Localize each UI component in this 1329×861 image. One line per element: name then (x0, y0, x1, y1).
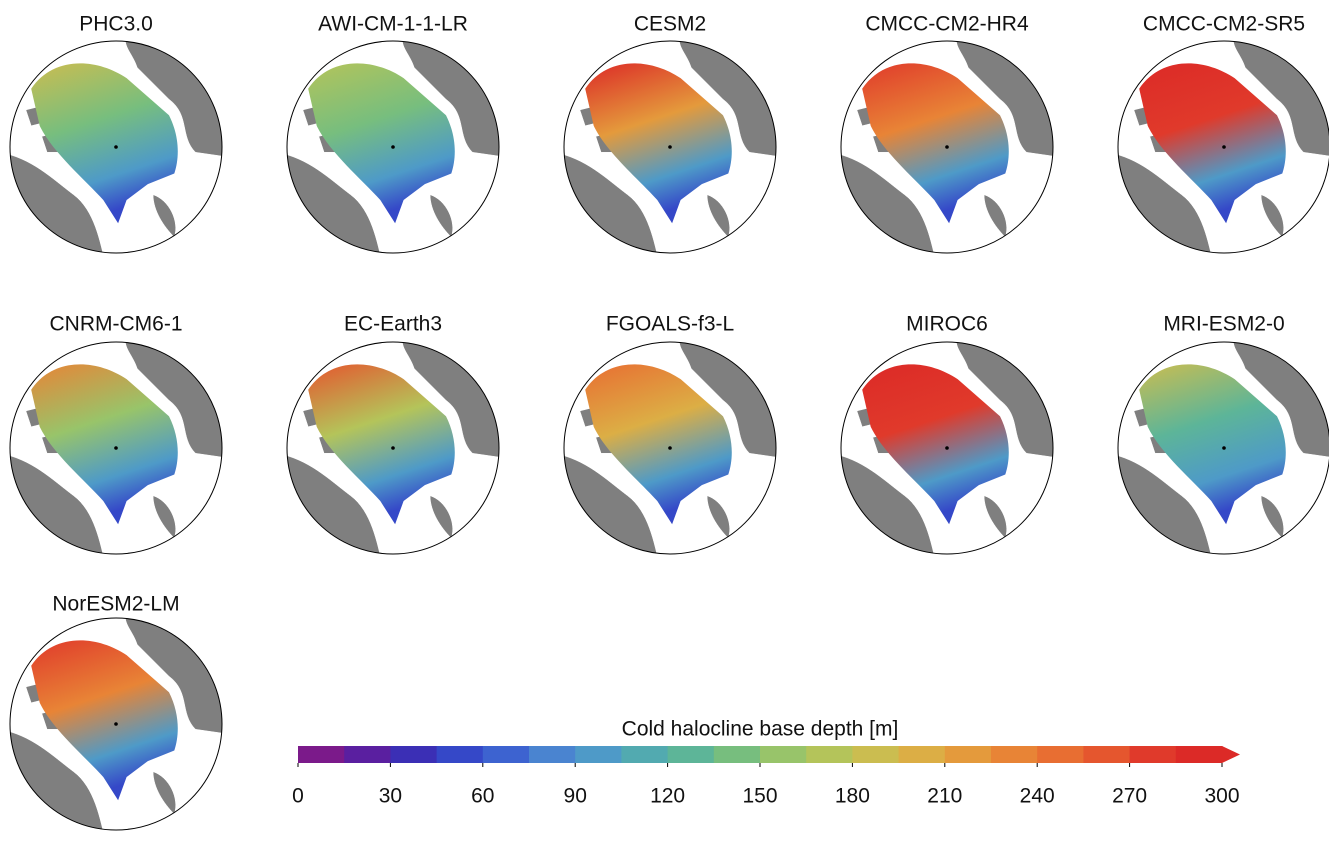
map-panel (841, 41, 1053, 253)
pole (668, 446, 672, 450)
map-frame (9, 341, 223, 555)
colorbar-tick-label: 240 (1020, 785, 1055, 808)
ocean-field (1139, 63, 1286, 224)
panel-title: NorESM2-LM (52, 593, 179, 616)
colorbar-tick-label: 60 (471, 785, 494, 808)
panel-title: CESM2 (634, 13, 706, 36)
colorbar-extension (1222, 746, 1240, 763)
map-frame (286, 341, 500, 555)
colorbar-tick-label: 270 (1112, 785, 1147, 808)
colorbar-bin (667, 746, 715, 763)
colorbar-bin (344, 746, 391, 763)
panel-title: FGOALS-f3-L (606, 313, 734, 336)
map-panel (287, 41, 499, 253)
colorbar-bin (390, 746, 438, 763)
colorbar-bin (944, 746, 992, 763)
ocean-field (308, 63, 455, 224)
panel-title: PHC3.0 (79, 13, 153, 36)
colorbar-tick-label: 120 (650, 785, 685, 808)
panel-title: CMCC-CM2-SR5 (1143, 13, 1305, 36)
map-frame (840, 341, 1054, 555)
map-frame (9, 617, 223, 831)
colorbar-bin (575, 746, 622, 763)
colorbar-bin (1083, 746, 1131, 763)
ocean-field (585, 364, 732, 525)
panel-title: CNRM-CM6-1 (50, 313, 183, 336)
colorbar-tick-label: 90 (564, 785, 587, 808)
colorbar-tick-label: 30 (379, 785, 402, 808)
colorbar-tick-label: 210 (927, 785, 962, 808)
map-frame (563, 341, 777, 555)
panel-title: MIROC6 (906, 313, 988, 336)
colorbar-bin (806, 746, 853, 763)
map-frame (1117, 341, 1329, 555)
colorbar-bin (1129, 746, 1177, 763)
panel-title: CMCC-CM2-HR4 (865, 13, 1029, 36)
ocean-field (862, 63, 1009, 224)
pole (114, 145, 118, 149)
map-panel (10, 618, 222, 830)
ocean-field (31, 640, 178, 801)
ocean-field (31, 364, 178, 525)
pole (391, 446, 395, 450)
colorbar-tick-label: 150 (742, 785, 777, 808)
map-panel (287, 342, 499, 554)
map-panel (564, 41, 776, 253)
colorbar-bin (482, 746, 530, 763)
colorbar-tick-label: 180 (835, 785, 870, 808)
colorbar-tick-label: 0 (292, 785, 304, 808)
map-frame (9, 40, 223, 254)
map-panel (564, 342, 776, 554)
colorbar-bin (1175, 746, 1223, 763)
map-panel (841, 342, 1053, 554)
map-frame (286, 40, 500, 254)
pole (945, 446, 949, 450)
pole (114, 446, 118, 450)
pole (668, 145, 672, 149)
colorbar-bin (760, 746, 807, 763)
colorbar-bin (298, 746, 345, 763)
colorbar-bin (898, 746, 946, 763)
colorbar-bin (436, 746, 484, 763)
ocean-field (31, 63, 178, 224)
map-panel (1118, 41, 1329, 253)
ocean-field (308, 364, 455, 525)
ocean-field (1139, 364, 1286, 525)
colorbar-bin (852, 746, 900, 763)
colorbar-bin (529, 746, 576, 763)
colorbar-label: Cold halocline base depth [m] (622, 718, 899, 741)
panel-title: AWI-CM-1-1-LR (318, 13, 468, 36)
colorbar-bin (1037, 746, 1084, 763)
pole (945, 145, 949, 149)
pole (114, 722, 118, 726)
pole (1222, 446, 1226, 450)
ocean-field (585, 63, 732, 224)
pole (391, 145, 395, 149)
map-frame (563, 40, 777, 254)
pole (1222, 145, 1226, 149)
map-panel (1118, 342, 1329, 554)
map-frame (1117, 40, 1329, 254)
ocean-field (862, 364, 1009, 525)
colorbar-bin (991, 746, 1038, 763)
map-frame (840, 40, 1054, 254)
map-panel (10, 41, 222, 253)
panel-title: MRI-ESM2-0 (1163, 313, 1284, 336)
colorbar-tick-label: 300 (1204, 785, 1239, 808)
colorbar-bin (621, 746, 669, 763)
colorbar-bin (713, 746, 761, 763)
panel-title: EC-Earth3 (344, 313, 442, 336)
map-panel (10, 342, 222, 554)
